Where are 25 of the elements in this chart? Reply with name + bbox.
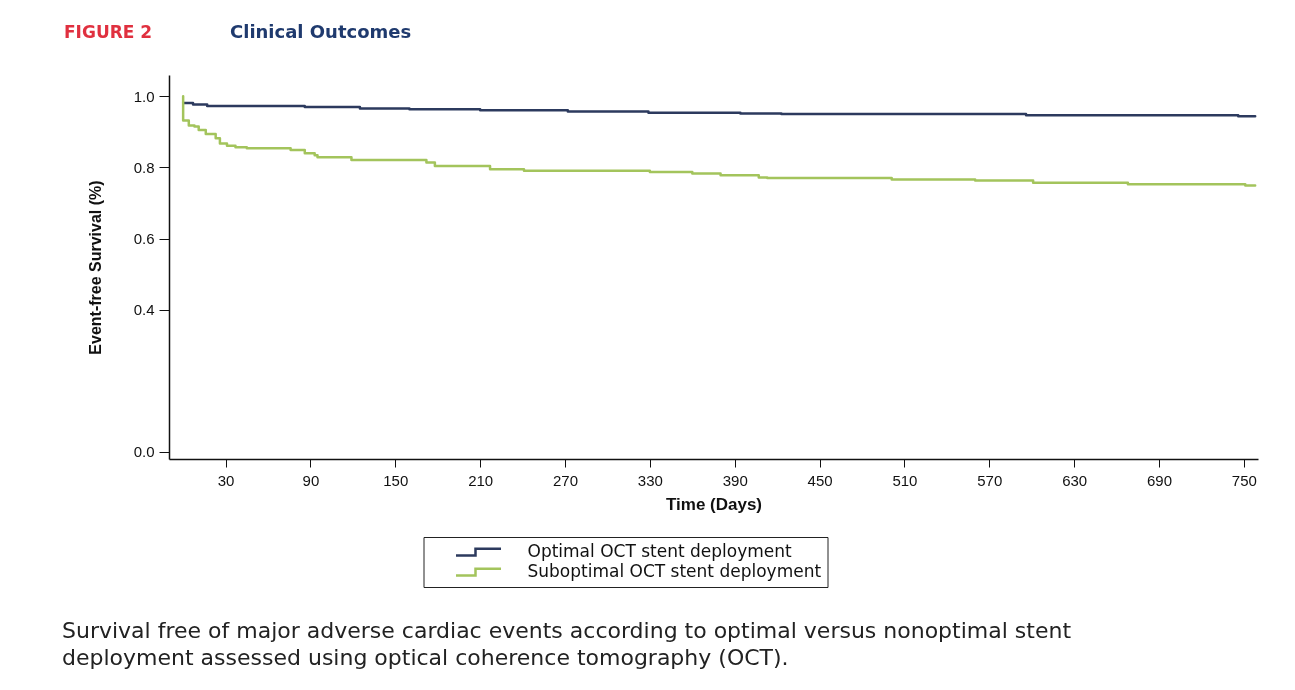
x-tick-label: 450 [807, 471, 833, 489]
x-tick-label: 510 [892, 471, 918, 489]
x-tick-label: 630 [1062, 471, 1088, 489]
x-tick-label: 330 [637, 471, 663, 489]
y-axis-title: Event-free Survival (%) [86, 180, 104, 355]
x-tick-label: 570 [977, 471, 1003, 489]
y-tick-label: 0.8 [133, 158, 155, 176]
y-tick-label: 0.0 [133, 443, 155, 461]
x-axis-title: Time (Days) [665, 494, 763, 514]
y-tick-label: 0.4 [133, 301, 155, 319]
x-tick-label: 150 [383, 471, 409, 489]
legend-label: Suboptimal OCT stent deployment [527, 561, 822, 581]
x-tick-label: 90 [302, 471, 320, 489]
x-tick-label: 750 [1231, 471, 1257, 489]
x-tick-label: 690 [1146, 471, 1173, 489]
y-tick-label: 0.6 [133, 230, 155, 248]
y-tick-label: 1.0 [133, 87, 155, 105]
x-tick-label: 390 [722, 471, 748, 489]
chart-title: Clinical Outcomes [230, 21, 412, 42]
x-tick-label: 210 [468, 471, 494, 489]
legend-label: Optimal OCT stent deployment [527, 541, 793, 561]
caption: FIGURE 2 [64, 22, 153, 42]
x-tick-label: 30 [217, 471, 235, 489]
x-tick-label: 270 [552, 471, 579, 489]
text: Survival free of major adverse cardiac events according to optimal versus nonoptimal stent deployment assessed using optical coherence tomography (OCT). [62, 618, 1072, 670]
